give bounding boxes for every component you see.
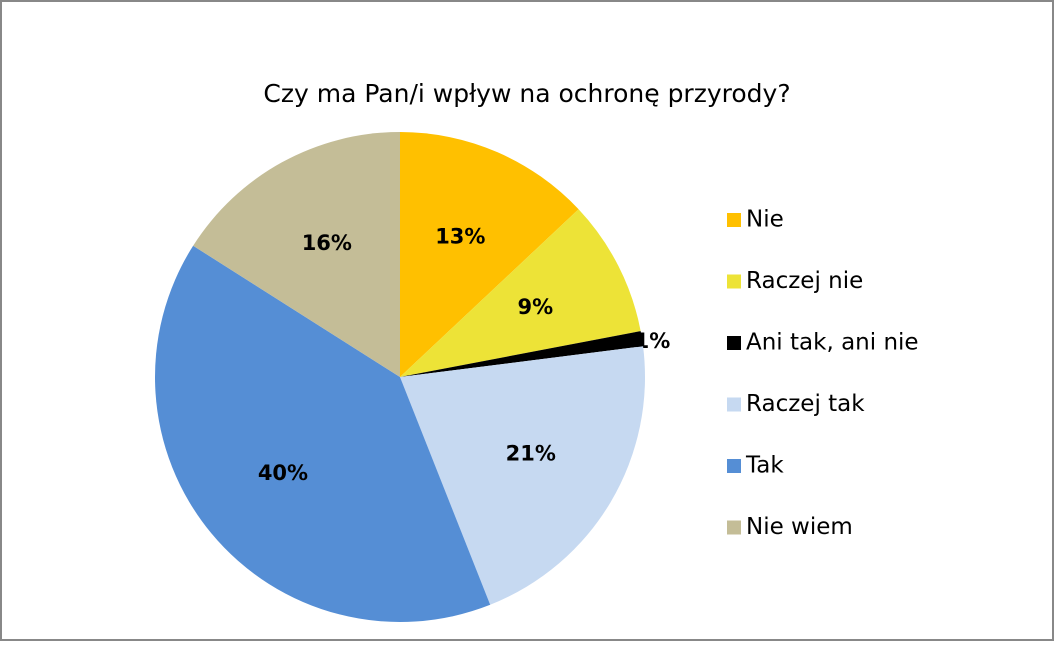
chart-title: Czy ma Pan/i wpływ na ochronę przyrody? [263,79,790,108]
legend-swatch [727,213,741,227]
legend-swatch [727,336,741,350]
pie-slice [193,131,400,377]
data-label: 13% [435,225,485,249]
pie-slice [400,209,641,377]
legend-label: Nie [746,207,784,233]
legend-swatch [727,459,741,473]
legend-swatch [727,520,741,535]
legend-label: Raczej tak [746,391,865,417]
legend-label: Raczej nie [746,268,863,294]
pie-slice [400,132,579,377]
legend-label: Nie wiem [746,514,853,540]
data-label: 9% [518,295,554,319]
data-label: 16% [302,231,352,255]
legend-swatch [727,274,741,289]
legend-label: Ani tak, ani nie [746,330,919,356]
pie-slice [400,346,645,605]
pie-slice [400,331,644,377]
data-label: 40% [258,461,308,485]
data-label: 21% [506,441,556,465]
pie-slice [155,245,491,622]
legend-swatch [727,397,741,412]
legend-label: Tak [745,453,784,479]
